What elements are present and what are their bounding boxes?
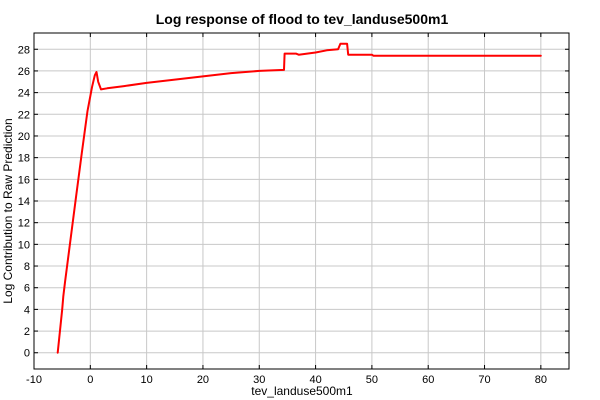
series-line (56, 42, 542, 354)
chart-title: Log response of flood to tev_landuse500m… (156, 11, 449, 27)
y-tick-label: 0 (24, 348, 30, 360)
grid (33, 33, 569, 369)
y-tick-label: 14 (18, 196, 30, 208)
y-tick-label: 26 (18, 66, 30, 78)
x-tick-label: 30 (253, 374, 265, 386)
x-tick-label: 40 (309, 374, 321, 386)
y-tick-label: 2 (24, 326, 30, 338)
axis-ticks: -10 0 10 20 30 40 50 60 70 8002468101214161820222… (18, 33, 569, 386)
y-tick-label: 20 (18, 131, 30, 143)
y-axis-label: Log Contribution to Raw Prediction (1, 118, 15, 303)
x-tick-label: 10 (141, 374, 153, 386)
y-tick-label: 8 (24, 261, 30, 273)
y-tick-label: 12 (18, 218, 30, 230)
y-tick-label: 22 (18, 109, 30, 121)
y-tick-label: 4 (24, 304, 30, 316)
y-tick-label: 24 (18, 88, 30, 100)
x-axis-label: tev_landuse500m1 (251, 384, 353, 398)
x-tick-label: -10 (26, 374, 42, 386)
x-tick-label: 20 (197, 374, 209, 386)
x-tick-label: 60 (422, 374, 434, 386)
x-tick-label: 0 (87, 374, 93, 386)
y-tick-label: 6 (24, 283, 30, 295)
x-tick-label: 80 (535, 374, 547, 386)
y-tick-label: 10 (18, 239, 30, 251)
x-tick-label: 50 (366, 374, 378, 386)
y-tick-label: 28 (18, 44, 30, 56)
x-tick-label: 70 (478, 374, 490, 386)
y-tick-label: 16 (18, 174, 30, 186)
y-tick-label: 18 (18, 153, 30, 165)
series-layer (56, 42, 542, 354)
